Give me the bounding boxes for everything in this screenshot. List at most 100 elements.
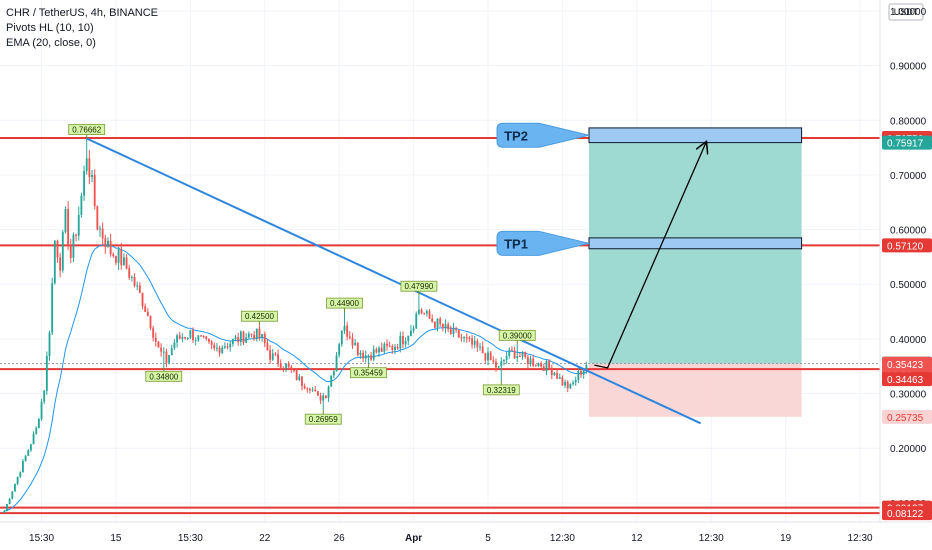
stop-zone[interactable] — [588, 363, 802, 417]
candle-body — [351, 337, 354, 346]
candle-body — [197, 335, 200, 341]
candle-body — [492, 360, 495, 362]
price-tag-bg — [882, 238, 932, 253]
candle-body — [144, 306, 147, 313]
candle-body — [577, 370, 580, 381]
candle-body — [372, 349, 375, 360]
candle-body — [274, 353, 277, 355]
x-tick-label: 5 — [485, 533, 491, 544]
candle-body — [287, 363, 290, 367]
candle-body — [226, 346, 229, 348]
candle-body — [194, 340, 197, 342]
price-tag-bg — [882, 135, 932, 150]
candle-body — [210, 341, 213, 345]
candle-body — [476, 340, 479, 348]
projection-arrow[interactable] — [594, 143, 706, 369]
candle-body — [192, 330, 194, 341]
symbol-title[interactable]: CHR / TetherUS, 4h, BINANCE — [6, 7, 159, 19]
candle-body — [170, 348, 173, 356]
candle-body — [64, 209, 67, 233]
candle-body — [285, 363, 287, 369]
y-tick-label: 0.80000 — [890, 116, 927, 127]
projection-path[interactable] — [594, 143, 706, 369]
candle-body — [99, 228, 101, 230]
tp-callout-bubble[interactable] — [496, 230, 590, 256]
candle-body — [439, 318, 442, 324]
candle-body — [245, 337, 248, 343]
unit-badge[interactable] — [888, 3, 924, 21]
pivot-label-box — [241, 310, 278, 322]
pivot-label-high: 0.39000 — [503, 331, 532, 340]
candle-body — [415, 313, 418, 329]
candle-body — [585, 364, 588, 370]
candle-body — [383, 343, 386, 352]
candle-body — [505, 355, 508, 360]
candle-body — [186, 337, 189, 339]
candle-body — [420, 309, 423, 314]
candle-body — [314, 389, 317, 392]
candle-body — [165, 351, 168, 363]
candle-body — [447, 324, 450, 330]
candle-body — [53, 240, 56, 284]
indicator-ema-label[interactable]: EMA (20, close, 0) — [6, 37, 96, 49]
candle-body — [346, 325, 349, 337]
candle-body — [205, 336, 208, 339]
tp-callout-tp1[interactable]: TP1 — [496, 230, 590, 256]
trendline-layer[interactable] — [86, 137, 702, 425]
candle-body — [293, 369, 295, 371]
candle-body — [348, 336, 351, 338]
candle-body — [489, 352, 492, 361]
candle-body — [343, 325, 346, 331]
y-tick-label: 0.20000 — [890, 444, 927, 455]
candle-body — [109, 240, 112, 255]
candle-body — [138, 285, 141, 293]
candle-body — [572, 382, 574, 384]
descending-trendline[interactable] — [86, 137, 702, 425]
candle-body — [542, 366, 545, 371]
pivot-label-box — [400, 280, 438, 292]
chart-legend: CHR / TetherUS, 4h, BINANCE Pivots HL (1… — [6, 6, 158, 51]
profit-zone[interactable] — [588, 138, 802, 364]
candlestick-series — [3, 138, 588, 514]
candle-body — [263, 334, 266, 344]
candle-body — [455, 328, 458, 331]
price-tag-label: 0.34463 — [887, 375, 924, 386]
candle-body — [80, 195, 83, 215]
candle-body — [433, 321, 436, 328]
candle-body — [162, 351, 165, 353]
price-tag-label: 0.25735 — [887, 413, 924, 424]
x-tick-label: 12:30 — [699, 533, 724, 544]
take-profit-markers[interactable]: TP2 TP1 — [496, 122, 803, 256]
candle-body — [362, 352, 365, 359]
candle-body — [72, 234, 75, 258]
indicator-pivots-label[interactable]: Pivots HL (10, 10) — [6, 22, 94, 34]
x-tick-label: 26 — [334, 533, 346, 544]
candle-body — [32, 433, 35, 445]
candle-body — [386, 343, 388, 346]
candle-body — [29, 444, 32, 451]
tp-callout-bubble[interactable] — [496, 122, 590, 148]
candle-body — [231, 339, 234, 344]
candle-body — [449, 329, 452, 334]
price-axis-bg — [880, 0, 932, 550]
candle-body — [200, 335, 202, 337]
candle-body — [83, 170, 85, 196]
candle-body — [404, 341, 407, 345]
candle-body — [213, 344, 216, 349]
tp-callout-label: TP2 — [504, 128, 528, 143]
candle-body — [518, 355, 521, 357]
tp-box[interactable] — [588, 237, 803, 250]
candle-body — [136, 285, 139, 287]
candle-body — [125, 257, 128, 269]
x-tick-label: 12 — [631, 533, 643, 544]
candle-body — [340, 330, 343, 345]
tp-callout-tp2[interactable]: TP2 — [496, 122, 590, 148]
candle-body — [24, 455, 27, 462]
candle-body — [553, 372, 556, 376]
candle-body — [221, 347, 224, 353]
candle-body — [444, 324, 447, 328]
candle-body — [67, 209, 70, 246]
tp-box[interactable] — [588, 127, 803, 144]
candle-body — [173, 342, 176, 349]
